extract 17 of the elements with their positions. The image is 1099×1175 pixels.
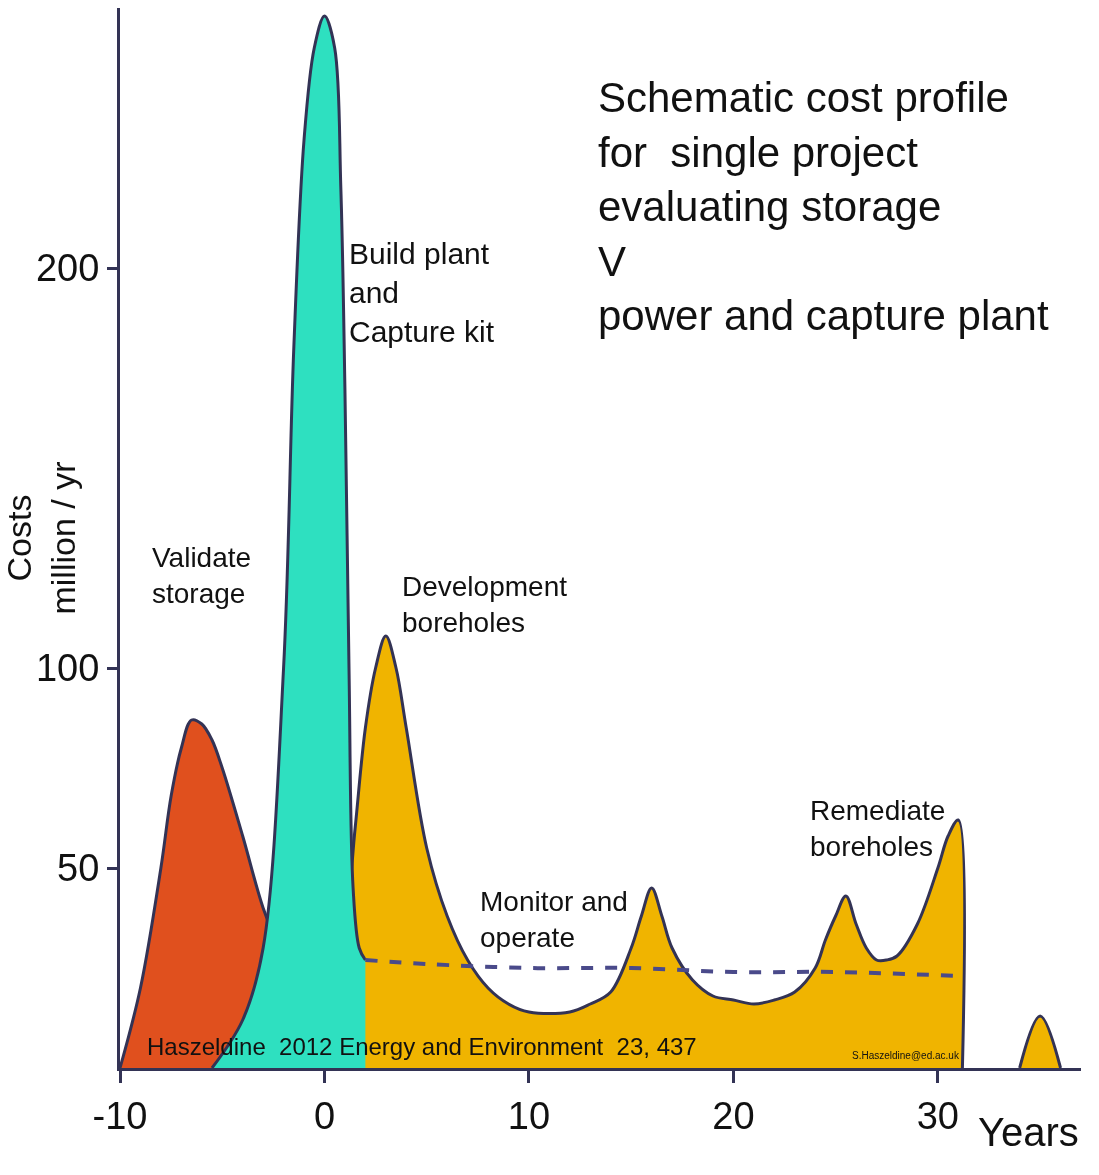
annotation: Development boreholes [402, 571, 568, 639]
x-axis-title: Years [978, 1110, 1079, 1154]
x-tick-label: -10 [92, 1094, 148, 1137]
x-tick-label: 20 [712, 1094, 755, 1137]
annotation: Monitor and operate [480, 886, 628, 954]
x-tick-label: 30 [916, 1094, 960, 1137]
annotation: Build plant and Capture kit [349, 237, 495, 348]
y-tick-label: 100 [35, 647, 100, 690]
y-tick-label: 200 [35, 247, 100, 290]
annotation: Remediate boreholes [810, 795, 946, 863]
y-tick-label: 50 [57, 847, 100, 890]
x-tick-label: 0 [313, 1094, 336, 1137]
text: Schematic cost profile for single project evaluating storage V power and capture plant [598, 74, 1049, 340]
annotation: S.Haszeldine@ed.ac.uk [852, 1050, 960, 1061]
x-tick-label: 10 [507, 1094, 551, 1137]
y-axis-title: Costs million / yr [0, 461, 83, 615]
annotation: Validate storage [152, 542, 252, 610]
